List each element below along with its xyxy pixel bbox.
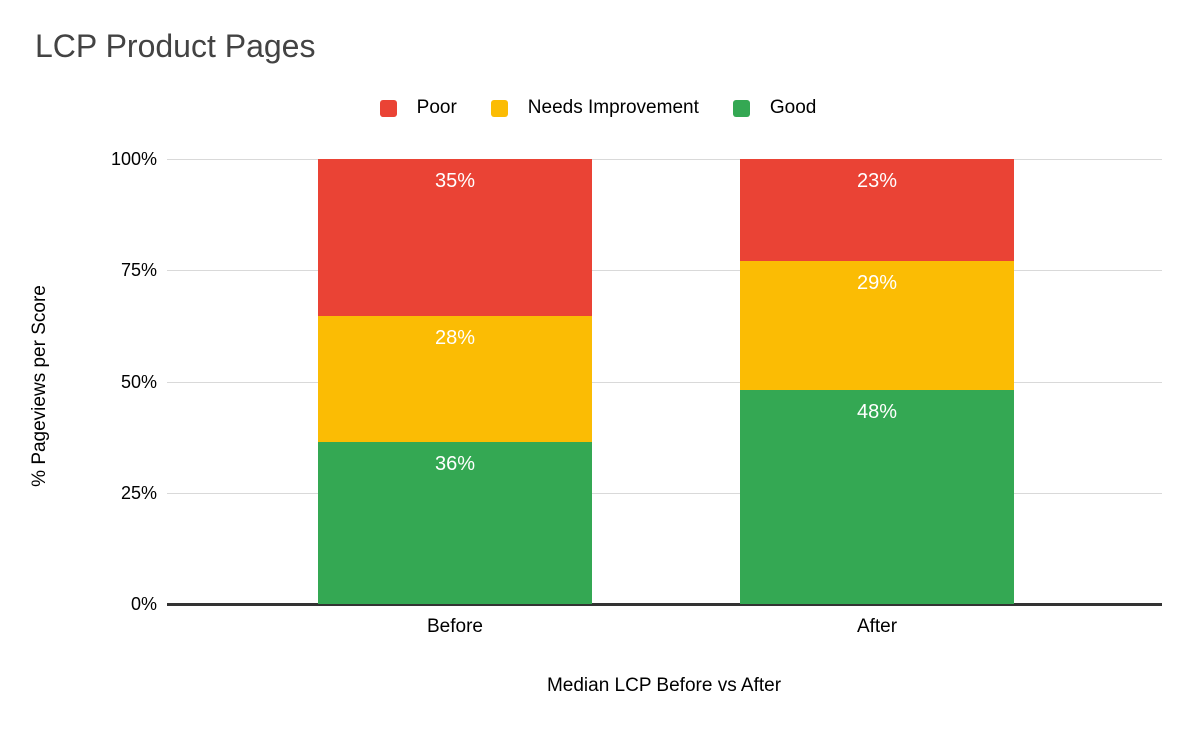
- y-tick-25-: 25%: [120, 482, 157, 503]
- bar-after-segment-needs-improvement[interactable]: 29%: [740, 261, 1014, 391]
- chart-title: LCP Product Pages: [35, 28, 316, 64]
- data-label: 35%: [434, 170, 476, 192]
- data-label: 23%: [856, 170, 898, 192]
- legend-item-poor[interactable]: Poor: [379, 97, 457, 119]
- gridline-75-: [167, 270, 1162, 272]
- x-category-after: After: [856, 616, 898, 637]
- legend-item-needs-improvement[interactable]: Needs Improvement: [490, 97, 699, 119]
- bar-after-segment-poor[interactable]: 23%: [740, 159, 1014, 262]
- bar-after: 23% 29% 48%: [740, 159, 1014, 604]
- data-label: 36%: [434, 453, 476, 476]
- bar-before-segment-good[interactable]: 36%: [318, 442, 592, 604]
- y-tick-75-: 75%: [120, 260, 157, 281]
- legend-label-poor: Poor: [416, 97, 457, 118]
- y-tick-0-: 0%: [130, 594, 157, 614]
- y-axis-title: % Pageviews per Score: [29, 285, 50, 487]
- data-label: 28%: [434, 327, 476, 350]
- x-category-before: Before: [427, 616, 483, 637]
- bar-before: 35% 28% 36%: [318, 159, 592, 604]
- legend: Poor Needs Improvement Good: [0, 97, 1196, 119]
- legend-label-good: Good: [769, 97, 817, 118]
- y-tick-50-: 50%: [120, 371, 157, 392]
- gridline-100-: [167, 159, 1162, 160]
- data-label: 48%: [856, 401, 898, 424]
- legend-label-needs-improvement: Needs Improvement: [527, 97, 699, 118]
- x-axis-title: Median LCP Before vs After: [546, 675, 782, 696]
- legend-swatch-poor: [379, 99, 397, 117]
- legend-item-good[interactable]: Good: [732, 97, 817, 119]
- y-tick-100-: 100%: [110, 149, 157, 169]
- bar-before-segment-poor[interactable]: 35%: [318, 159, 592, 317]
- gridline-50-: [167, 381, 1162, 383]
- data-label: 29%: [856, 272, 898, 295]
- legend-swatch-good: [732, 99, 750, 117]
- gridline-25-: [167, 492, 1162, 494]
- bar-before-segment-needs-improvement[interactable]: 28%: [318, 316, 592, 443]
- x-axis-line: [167, 603, 1162, 606]
- bar-after-segment-good[interactable]: 48%: [740, 390, 1014, 604]
- legend-swatch-needs-improvement: [490, 99, 508, 117]
